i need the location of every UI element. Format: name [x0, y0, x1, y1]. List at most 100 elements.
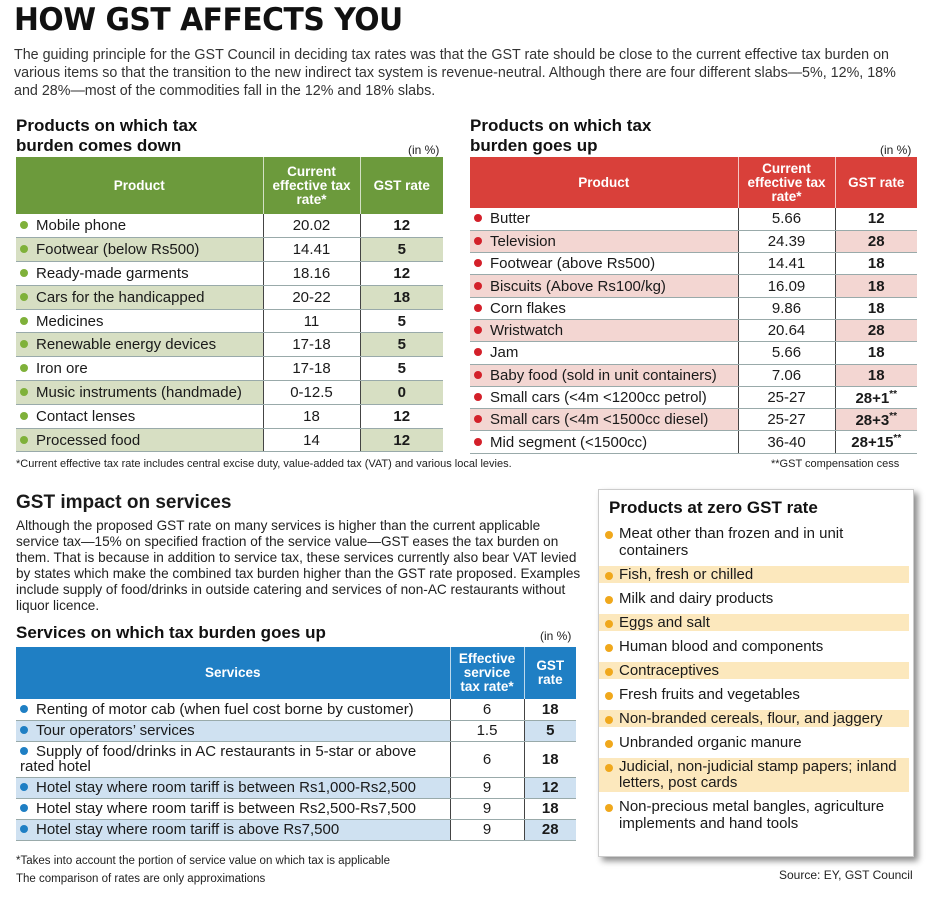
bullet-icon [605, 804, 613, 812]
zero-item-text: Milk and dairy products [619, 589, 774, 607]
bullet-icon [474, 259, 482, 268]
table-row: Cars for the handicapped 20-22 18 [16, 285, 443, 310]
product-cell-text: Contact lenses [36, 407, 136, 425]
current-rate-cell: 25-27 [738, 386, 836, 410]
cess-marker: ** [889, 388, 898, 400]
bullet-icon [474, 415, 482, 424]
bullet-icon [605, 667, 613, 676]
table-row: Hotel stay where room tariff is between … [16, 798, 576, 820]
bullet-icon [605, 531, 613, 539]
table-row: Mid segment (<1500cc) 36-40 28+15** [470, 430, 917, 454]
current-rate-cell: 24.39 [738, 230, 836, 254]
current-rate-cell: 0-12.5 [263, 380, 361, 405]
table-row: Corn flakes 9.86 18 [470, 297, 917, 320]
table-row: Biscuits (Above Rs100/kg) 16.09 18 [470, 274, 917, 298]
gst-rate-cell: 28+15** [835, 430, 917, 454]
list-item: Milk and dairy products [599, 590, 913, 608]
bullet-icon [20, 340, 28, 349]
product-cell: Wristwatch [470, 319, 739, 343]
gst-rate-cell: 5 [360, 309, 443, 334]
product-cell: Medicines [16, 309, 264, 334]
table-row: Supply of food/drinks in AC restaurants … [16, 741, 576, 778]
products-up-table: Product Current effective tax rate* GST … [470, 157, 917, 454]
table-row: Footwear (below Rs500) 14.41 5 [16, 237, 443, 263]
gst-rate-cell: 18 [360, 285, 443, 310]
down-heading-line2: burden comes down [16, 136, 182, 155]
gst-rate-cell: 18 [524, 741, 576, 778]
col-product: Product [16, 157, 264, 214]
list-item: Contraceptives [599, 661, 909, 679]
product-cell: Processed food [16, 428, 264, 453]
bullet-icon [474, 236, 482, 245]
gst-rate-value: 28 [867, 322, 885, 340]
list-item: Fish, fresh or chilled [599, 565, 909, 583]
current-rate-cell: 16.09 [738, 274, 836, 298]
product-cell: Cars for the handicapped [16, 285, 264, 310]
services-heading: GST impact on services [16, 492, 232, 513]
list-item: Eggs and salt [599, 613, 909, 631]
bullet-icon [20, 704, 28, 713]
gst-rate-value: 18 [867, 344, 885, 362]
product-cell: Footwear (below Rs500) [16, 237, 264, 263]
gst-rate-cell: 12 [360, 428, 443, 453]
gst-rate-value: 28+1 [855, 389, 890, 407]
service-cell-text: Hotel stay where room tariff is between … [36, 800, 416, 817]
zero-item-text: Fresh fruits and vegetables [619, 685, 800, 703]
bullet-icon [20, 221, 28, 230]
current-rate-cell: 18.16 [263, 261, 361, 286]
services-unit: (in %) [540, 629, 572, 643]
gst-rate-value: 28+15 [851, 434, 894, 452]
table-row: Television 24.39 28 [470, 230, 917, 254]
col-effective-rate: Effective service tax rate* [450, 647, 525, 699]
zero-item-text: Human blood and components [619, 637, 824, 655]
bullet-icon [605, 691, 613, 700]
table-row: Mobile phone 20.02 12 [16, 214, 443, 239]
zero-item-text: Non-branded cereals, flour, and jaggery [619, 709, 883, 727]
current-rate-cell: 17-18 [263, 356, 361, 382]
product-cell-text: Renewable energy devices [36, 336, 217, 354]
zero-item-text: Fish, fresh or chilled [619, 565, 754, 583]
list-item: Unbranded organic manure [599, 734, 913, 752]
zero-item-text: Unbranded organic manure [619, 733, 802, 751]
bullet-icon [474, 281, 482, 290]
gst-rate-cell: 12 [835, 208, 917, 231]
bullet-icon [605, 715, 613, 724]
table-row: Footwear (above Rs500) 14.41 18 [470, 252, 917, 276]
bullet-icon [20, 292, 28, 301]
bullet-icon [474, 214, 482, 223]
source-credit: Source: EY, GST Council [779, 868, 913, 882]
up-heading-line2: burden goes up [470, 136, 598, 155]
product-cell-text: Mid segment (<1500cc) [490, 433, 648, 451]
effective-rate-cell: 6 [450, 741, 525, 778]
service-cell-text: Supply of food/drinks in AC restaurants … [20, 743, 417, 775]
product-cell: Iron ore [16, 356, 264, 382]
zero-gst-list: Meat other than frozen and in unit conta… [599, 525, 913, 839]
product-cell: Ready-made garments [16, 261, 264, 286]
bullet-icon [20, 747, 28, 755]
current-rate-cell: 11 [263, 309, 361, 334]
bullet-icon [474, 303, 482, 312]
product-cell-text: Footwear (above Rs500) [490, 255, 656, 273]
down-heading-line1: Products on which tax [16, 116, 198, 135]
bullet-icon [20, 245, 28, 254]
bullet-icon [474, 437, 482, 446]
cess-marker: ** [893, 433, 902, 445]
table-row: Wristwatch 20.64 28 [470, 319, 917, 343]
services-paragraph: Although the proposed GST rate on many s… [16, 518, 581, 613]
gst-rate-cell: 18 [835, 252, 917, 276]
bullet-icon [605, 595, 613, 604]
service-cell: Renting of motor cab (when fuel cost bor… [16, 699, 451, 721]
gst-rate-cell: 28+3** [835, 408, 917, 432]
services-footnote-2: The comparison of rates are only approxi… [16, 873, 266, 885]
product-cell: Small cars (<4m <1500cc diesel) [470, 408, 739, 432]
table-row: Contact lenses 18 12 [16, 404, 443, 429]
bullet-icon [474, 393, 482, 402]
gst-rate-cell: 0 [360, 380, 443, 405]
col-current-rate: Current effective tax rate* [263, 157, 361, 214]
zero-gst-heading: Products at zero GST rate [609, 498, 818, 517]
product-cell-text: Footwear (below Rs500) [36, 241, 200, 259]
table-row: Iron ore 17-18 5 [16, 356, 443, 382]
product-cell: Music instruments (handmade) [16, 380, 264, 405]
service-cell: Tour operators’ services [16, 720, 451, 742]
table-row: Processed food 14 12 [16, 428, 443, 453]
